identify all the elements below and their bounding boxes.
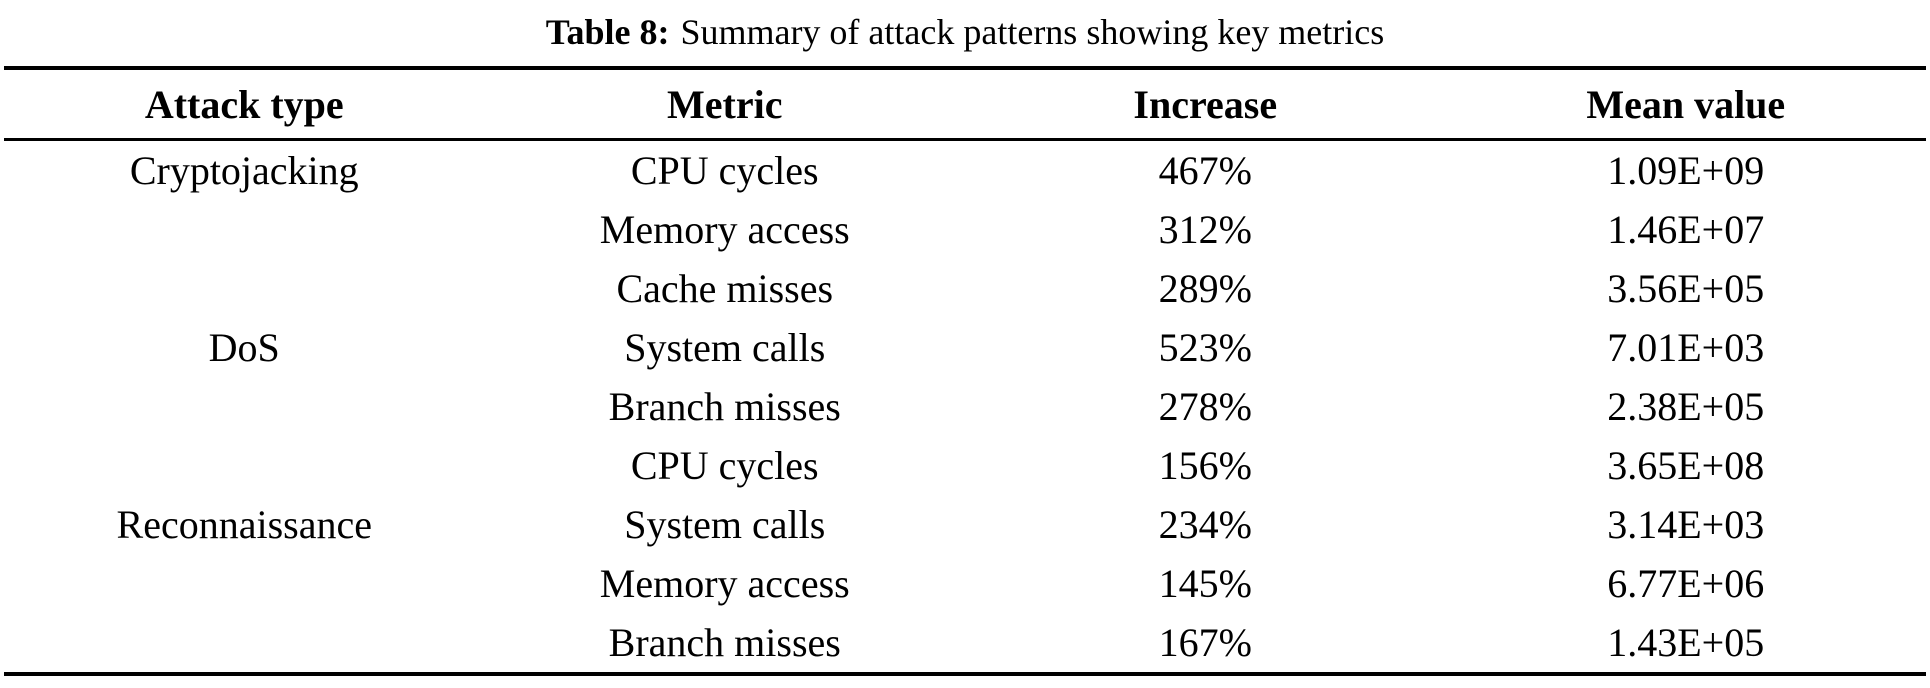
cell-mean-value: 1.09E+09 [1607,148,1765,193]
cell-attack-type [4,613,485,674]
cell-attack-type: Cryptojacking [129,148,359,193]
cell-attack-type [4,200,485,259]
cell-metric: Memory access [599,207,850,252]
cell-mean-value: 3.14E+03 [1607,502,1765,547]
table-row: Cache misses 289% 3.56E+05 [4,259,1926,318]
cell-increase: 145% [1158,561,1252,606]
table-body: Cryptojacking CPU cycles 467% 1.09E+09 M… [4,140,1926,674]
table-row: DoS System calls 523% 7.01E+03 [4,318,1926,377]
cell-increase: 523% [1158,325,1252,370]
cell-mean-value: 7.01E+03 [1607,325,1765,370]
table-caption-text: Summary of attack patterns showing key m… [680,12,1385,52]
table-row: Branch misses 278% 2.38E+05 [4,377,1926,436]
cell-metric: CPU cycles [630,443,819,488]
cell-increase: 234% [1158,502,1252,547]
cell-attack-type [4,554,485,613]
cell-mean-value: 3.56E+05 [1607,266,1765,311]
cell-metric: Memory access [599,561,850,606]
cell-metric: Cache misses [616,266,834,311]
cell-metric: System calls [624,325,826,370]
table-row: Memory access 145% 6.77E+06 [4,554,1926,613]
cell-attack-type [4,259,485,318]
attack-patterns-table: Attack type Metric Increase Mean value C… [4,66,1926,676]
cell-mean-value: 2.38E+05 [1607,384,1765,429]
table-row: Cryptojacking CPU cycles 467% 1.09E+09 [4,140,1926,201]
cell-attack-type: DoS [208,325,280,370]
cell-mean-value: 1.43E+05 [1607,620,1765,665]
cell-mean-value: 6.77E+06 [1607,561,1765,606]
cell-metric: System calls [624,502,826,547]
cell-attack-type [4,377,485,436]
table-row: Memory access 312% 1.46E+07 [4,200,1926,259]
cell-increase: 289% [1158,266,1252,311]
table-row: CPU cycles 156% 3.65E+08 [4,436,1926,495]
cell-increase: 278% [1158,384,1252,429]
table-row: Branch misses 167% 1.43E+05 [4,613,1926,674]
header-row: Attack type Metric Increase Mean value [4,68,1926,140]
cell-metric: CPU cycles [630,148,819,193]
cell-increase: 167% [1158,620,1252,665]
cell-metric: Branch misses [608,384,841,429]
column-header-metric: Metric [667,81,783,127]
table-row: Reconnaissance System calls 234% 3.14E+0… [4,495,1926,554]
cell-metric: Branch misses [608,620,841,665]
column-header-mean-value: Mean value [1586,81,1786,127]
cell-attack-type: Reconnaissance [116,502,372,547]
cell-attack-type [4,436,485,495]
cell-increase: 312% [1158,207,1252,252]
column-header-attack-type: Attack type [144,81,344,127]
column-header-increase: Increase [1133,81,1278,127]
cell-mean-value: 1.46E+07 [1607,207,1765,252]
cell-mean-value: 3.65E+08 [1607,443,1765,488]
table-caption: Table 8: Summary of attack patterns showi… [0,0,1930,66]
cell-increase: 467% [1158,148,1252,193]
cell-increase: 156% [1158,443,1252,488]
table-caption-label: Table 8: [545,12,670,52]
